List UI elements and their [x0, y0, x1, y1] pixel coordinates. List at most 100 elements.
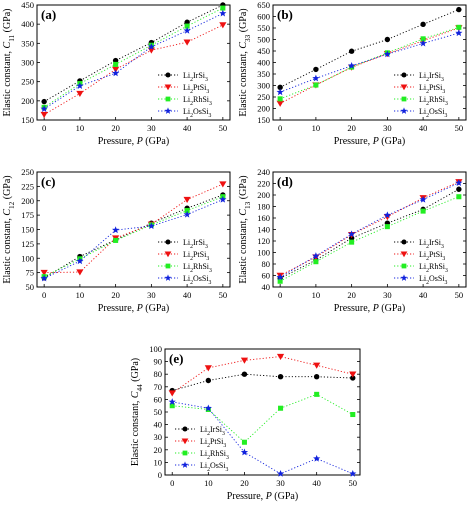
data-point [383, 50, 391, 58]
y-axis-title: Elastic constant, C44 (GPa) [130, 358, 144, 466]
y-tick-label: 250 [21, 167, 34, 177]
legend-marker [401, 263, 407, 269]
y-tick-label: 100 [149, 344, 162, 354]
data-point [219, 181, 227, 188]
data-point [348, 235, 355, 241]
data-point [277, 84, 283, 91]
legend-label: Li2PtSi3 [183, 83, 209, 95]
x-tick-label: 30 [383, 290, 392, 300]
legend-label: Li2IrSi3 [200, 425, 225, 437]
data-point [40, 274, 48, 282]
y-tick-label: 200 [257, 190, 270, 200]
y-tick-label: 350 [21, 38, 34, 48]
y-axis-title: Elastic constant, C13 (GPa) [238, 175, 252, 283]
data-point [455, 179, 463, 186]
series-line [279, 32, 459, 93]
legend-marker [181, 461, 189, 468]
data-point [220, 5, 226, 11]
data-point [384, 36, 391, 43]
x-tick-label: 20 [347, 290, 356, 300]
data-point [183, 26, 191, 34]
y-tick-label: 50 [154, 407, 163, 417]
series-li2ossi3 [276, 179, 463, 281]
y-tick-label: 450 [257, 46, 270, 56]
panel-label: (e) [169, 351, 183, 366]
y-axis-title: Elastic constant, C11 (GPa) [2, 8, 16, 116]
data-point [456, 6, 462, 13]
y-tick-label: 30 [154, 432, 163, 442]
data-point [276, 353, 285, 360]
data-point [241, 371, 248, 377]
data-point [278, 405, 284, 411]
data-point [219, 22, 227, 29]
data-point [147, 43, 155, 50]
data-point [147, 222, 155, 230]
series-line [172, 373, 353, 392]
y-tick-label: 550 [257, 23, 270, 33]
panel-label: (c) [41, 174, 55, 189]
data-point [456, 186, 462, 192]
chart-panel-c: 0 10 20 30 40 50 50 75 100 125 150 175 200 225 250 Pres… [2, 167, 231, 314]
y-tick-label: 150 [21, 225, 34, 235]
x-tick-label: 10 [312, 290, 321, 300]
data-point [113, 61, 119, 67]
x-tick-label: 20 [240, 478, 249, 488]
y-tick-label: 175 [21, 210, 34, 220]
data-point [205, 377, 212, 384]
y-tick-label: 250 [21, 77, 34, 87]
x-tick-label: 50 [455, 290, 464, 300]
x-tick-label: 20 [111, 123, 120, 133]
y-tick-label: 50 [26, 282, 35, 292]
x-axis-title: Pressure, P (GPa) [98, 136, 169, 147]
data-point [183, 196, 191, 204]
legend-label: Li2RhSi3 [183, 262, 212, 274]
legend-label: Li2PtSi3 [183, 250, 209, 262]
data-point [350, 412, 356, 418]
data-point [420, 36, 426, 42]
data-point [350, 375, 356, 381]
x-tick-label: 50 [455, 123, 464, 133]
data-point [420, 208, 426, 214]
y-axis-title: Elastic constant, C33 (GPa) [238, 8, 252, 116]
data-point [183, 210, 191, 218]
data-point [419, 195, 427, 203]
data-point [76, 90, 84, 97]
chart-panel-d: 0 10 20 30 40 5040608010012014016018020022024… [238, 167, 467, 314]
x-tick-label: 40 [183, 123, 192, 133]
series-li2irsi3 [169, 371, 356, 394]
x-tick-label: 30 [383, 123, 392, 133]
series-li2ossi3 [40, 9, 227, 112]
chart-panel-e: 0 10 20 30 40 50 0 10 20 30 40 50 60 70 80 90 100 Pressur… [130, 344, 361, 502]
legend-label: Li2OsSi3 [183, 274, 212, 286]
y-tick-label: 125 [21, 239, 34, 249]
series-li2ossi3 [276, 29, 463, 96]
y-tick-label: 40 [154, 420, 163, 430]
data-point [314, 391, 320, 397]
data-point [183, 39, 191, 46]
data-point [241, 439, 247, 445]
y-axis-title: Elastic constant, C12 (GPa) [2, 175, 16, 283]
legend-marker [164, 84, 172, 91]
x-tick-label: 20 [111, 290, 120, 300]
legend-label: Li2OsSi3 [183, 107, 212, 119]
y-tick-label: 200 [21, 96, 34, 106]
data-point [204, 404, 212, 412]
y-tick-label: 10 [154, 457, 163, 467]
data-point [41, 98, 47, 105]
y-tick-label: 100 [257, 248, 270, 258]
data-point [312, 74, 320, 82]
data-point [313, 362, 321, 369]
series-line [44, 183, 224, 274]
data-point [168, 390, 176, 397]
y-tick-label: 40 [262, 282, 271, 292]
data-point [384, 224, 390, 230]
legend-marker [400, 274, 408, 281]
x-tick-label: 40 [183, 290, 192, 300]
y-tick-label: 60 [262, 271, 271, 281]
series-line [172, 393, 353, 443]
